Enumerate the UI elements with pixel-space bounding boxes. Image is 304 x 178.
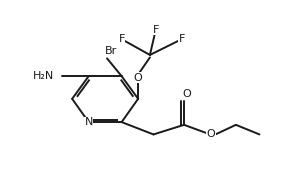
Text: F: F [178, 34, 185, 44]
Text: O: O [134, 73, 143, 83]
Text: F: F [153, 25, 159, 35]
Text: O: O [182, 89, 191, 99]
Text: F: F [119, 34, 125, 44]
Text: Br: Br [105, 46, 117, 56]
Text: H₂N: H₂N [33, 71, 54, 81]
Text: O: O [207, 129, 216, 139]
Text: N: N [85, 117, 93, 127]
